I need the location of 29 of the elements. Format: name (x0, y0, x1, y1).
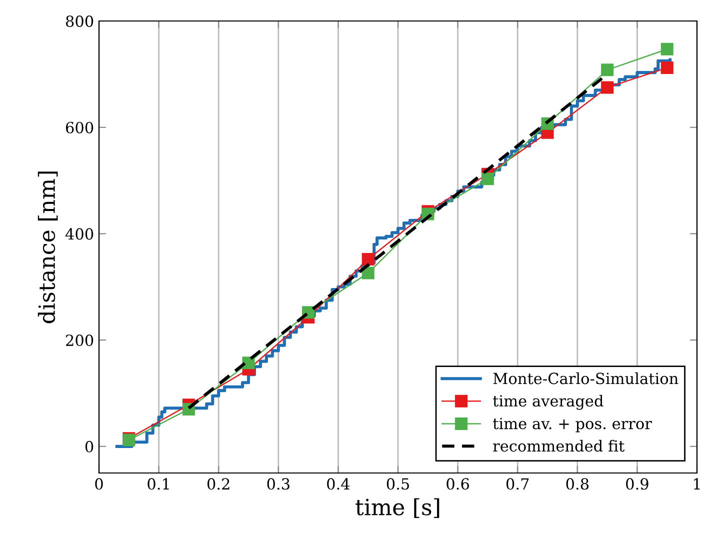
legend-label: Monte-Carlo-Simulation (493, 372, 678, 384)
y-tick-label: 200 (66, 334, 94, 346)
x-tick-label: 1 (694, 478, 700, 490)
point (601, 81, 614, 94)
y-axis-title: distance [nm] (38, 172, 58, 324)
point (362, 266, 374, 280)
point (601, 64, 614, 76)
point (660, 42, 674, 56)
y-tick-label: 0 (85, 440, 94, 452)
x-tick-label: 0.9 (626, 478, 648, 490)
y-tick-label: 800 (66, 15, 94, 28)
x-tick-label: 0.6 (446, 478, 469, 490)
legend-label: recommended fit (493, 440, 625, 452)
point (362, 252, 374, 266)
point (660, 62, 674, 74)
x-axis-title: time [s] (356, 498, 440, 518)
y-tick-label: 400 (65, 228, 94, 240)
x-tick-label: 0.4 (327, 478, 350, 490)
x-tick-label: 0.5 (386, 478, 409, 490)
x-tick-label: 0.8 (566, 478, 589, 490)
point (481, 172, 494, 186)
x-tick-label: 0.1 (148, 478, 169, 490)
legend-label: time averaged (492, 394, 604, 410)
x-tick-label: 0.3 (267, 478, 290, 490)
y-tick-label: 600 (66, 122, 94, 134)
legend-label: time av. + pos. error (492, 418, 652, 432)
x-tick-label: 0.7 (506, 478, 529, 490)
x-tick-label: 0 (95, 478, 103, 490)
x-tick-label: 0.2 (207, 478, 230, 490)
